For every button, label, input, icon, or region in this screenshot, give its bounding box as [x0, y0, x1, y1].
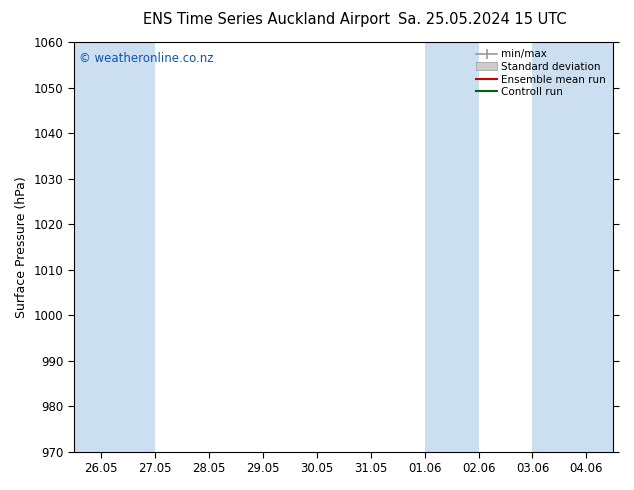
Text: Sa. 25.05.2024 15 UTC: Sa. 25.05.2024 15 UTC: [398, 12, 566, 27]
Bar: [425, 42, 479, 452]
Legend: min/max, Standard deviation, Ensemble mean run, Controll run: min/max, Standard deviation, Ensemble me…: [474, 47, 608, 99]
Text: ENS Time Series Auckland Airport: ENS Time Series Auckland Airport: [143, 12, 390, 27]
Bar: [74, 42, 155, 452]
Bar: [533, 42, 614, 452]
Text: © weatheronline.co.nz: © weatheronline.co.nz: [79, 52, 214, 65]
Y-axis label: Surface Pressure (hPa): Surface Pressure (hPa): [15, 176, 28, 318]
